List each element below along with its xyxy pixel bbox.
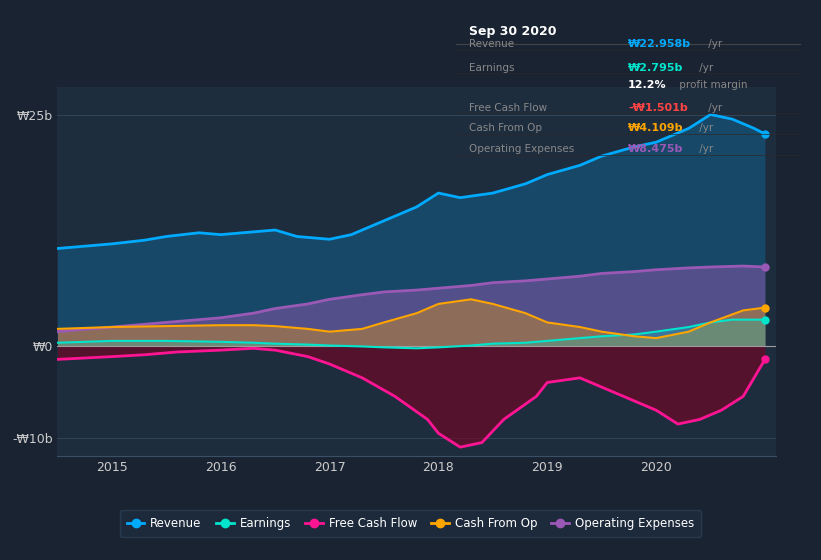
Text: ₩4.109b: ₩4.109b: [628, 123, 684, 133]
Text: Cash From Op: Cash From Op: [470, 123, 543, 133]
Text: Sep 30 2020: Sep 30 2020: [470, 25, 557, 38]
Text: /yr: /yr: [695, 144, 713, 154]
Text: Earnings: Earnings: [470, 63, 515, 73]
Legend: Revenue, Earnings, Free Cash Flow, Cash From Op, Operating Expenses: Revenue, Earnings, Free Cash Flow, Cash …: [120, 510, 701, 537]
Text: Free Cash Flow: Free Cash Flow: [470, 102, 548, 113]
Text: /yr: /yr: [705, 39, 722, 49]
Text: ₩8.475b: ₩8.475b: [628, 144, 683, 154]
Text: -₩1.501b: -₩1.501b: [628, 102, 688, 113]
Text: Revenue: Revenue: [470, 39, 515, 49]
Text: profit margin: profit margin: [677, 80, 748, 90]
Text: ₩2.795b: ₩2.795b: [628, 63, 683, 73]
Text: 12.2%: 12.2%: [628, 80, 667, 90]
Text: Operating Expenses: Operating Expenses: [470, 144, 575, 154]
Text: /yr: /yr: [695, 123, 713, 133]
Text: ₩22.958b: ₩22.958b: [628, 39, 691, 49]
Text: /yr: /yr: [705, 102, 722, 113]
Text: /yr: /yr: [695, 63, 713, 73]
